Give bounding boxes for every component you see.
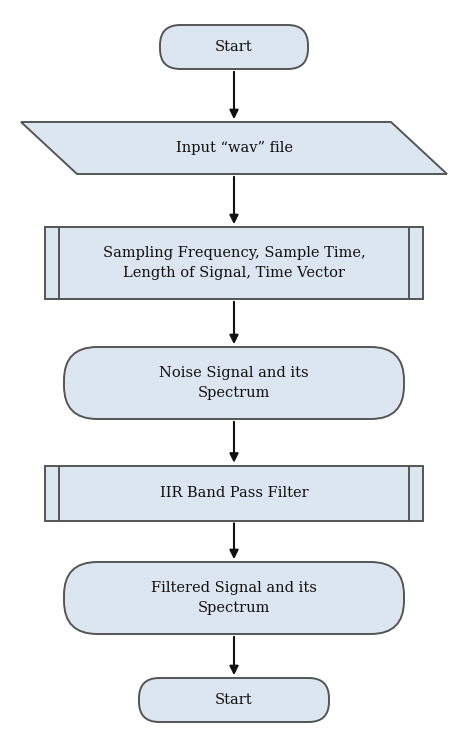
Text: Start: Start bbox=[215, 693, 253, 707]
Text: Spectrum: Spectrum bbox=[198, 386, 270, 400]
Text: IIR Band Pass Filter: IIR Band Pass Filter bbox=[160, 486, 308, 500]
Text: Sampling Frequency, Sample Time,: Sampling Frequency, Sample Time, bbox=[102, 246, 366, 260]
FancyBboxPatch shape bbox=[160, 25, 308, 69]
FancyBboxPatch shape bbox=[139, 678, 329, 722]
Text: Noise Signal and its: Noise Signal and its bbox=[159, 366, 309, 380]
Text: Start: Start bbox=[215, 40, 253, 54]
Text: Input “wav” file: Input “wav” file bbox=[176, 141, 292, 155]
Bar bbox=[45, 466, 423, 521]
Text: Spectrum: Spectrum bbox=[198, 601, 270, 615]
Bar bbox=[45, 227, 423, 299]
FancyBboxPatch shape bbox=[64, 562, 404, 634]
Text: Filtered Signal and its: Filtered Signal and its bbox=[151, 581, 317, 595]
FancyBboxPatch shape bbox=[64, 347, 404, 419]
Polygon shape bbox=[21, 122, 447, 174]
Text: Length of Signal, Time Vector: Length of Signal, Time Vector bbox=[123, 266, 345, 280]
